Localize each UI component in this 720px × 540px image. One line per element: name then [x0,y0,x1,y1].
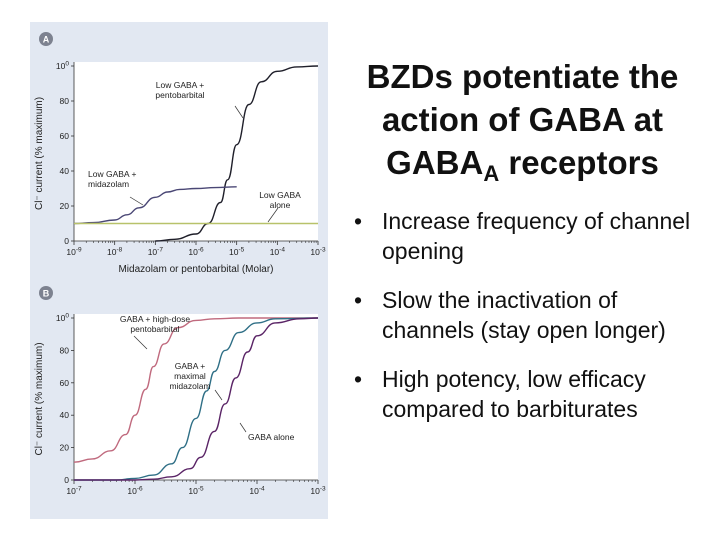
y-tick-label: 40 [60,410,70,420]
x-tick-label: 10-9 [66,247,82,258]
annotation-leader [129,196,144,206]
annotation-line: Low GABA [259,190,301,200]
annotation-line: GABA + [175,361,206,371]
y-tick-label: 20 [60,443,70,453]
panel-badge [39,286,53,300]
figure-panel: A 0 20 40 60 80 100 10-9 10-8 10-7 10-6 10-5 10-4 10-… [30,22,328,519]
x-tick-label: 10-4 [270,247,286,258]
plot-area [74,62,318,241]
annotation-line: GABA alone [248,432,295,442]
y-tick-label: 100 [56,313,69,324]
x-tick-label: 10-7 [66,486,82,497]
bullet-text: Increase frequency of channel opening [382,208,691,264]
bullet-item: • Increase frequency of channel opening [340,206,705,266]
series-annotation: GABA alone [248,432,295,442]
slide-title: BZDs potentiate the action of GABA at GA… [340,55,705,185]
bullet-text: Slow the inactivation of channels (stay … [382,287,666,343]
annotation-line: pentobarbital [155,90,204,100]
series-line [155,65,319,242]
annotation-leader [133,335,148,350]
bullet-item: • Slow the inactivation of channels (sta… [340,285,705,345]
annotation-leader [239,422,247,433]
bullet-icon: • [354,208,363,234]
y-tick-label: 0 [64,236,69,246]
x-tick-label: 10-4 [249,486,265,497]
series-annotation: GABA + high-dose pentobarbital [120,314,190,334]
panel-label: A [43,35,50,45]
bullet-item: • High potency, low efficacy compared to… [340,364,705,424]
title-subscript-a: A [483,161,500,186]
panel-label: B [43,289,50,299]
y-axis-label: Cl⁻ current (% maximum) [34,342,45,455]
x-tick-label: 10-5 [229,247,245,258]
series-annotation: Low GABA + midazolam [88,169,136,189]
plot-area [74,314,318,480]
y-tick-label: 0 [64,475,69,485]
panel-badge [39,32,53,46]
title-gaba: GABA [386,144,484,181]
annotation-line: pentobarbital [130,324,179,334]
annotation-leader [267,207,279,223]
x-tick-label: 10-7 [148,247,164,258]
x-tick-label: 10-5 [188,486,204,497]
dose-response-figure: A 0 20 40 60 80 100 10-9 10-8 10-7 10-6 10-5 10-4 10-… [34,32,326,497]
title-line-3: GABAA receptors [386,144,659,185]
annotation-leader [214,389,223,401]
slide-text: BZDs potentiate the action of GABA at GA… [340,55,705,443]
annotation-line: alone [270,200,291,210]
title-line-1: BZDs potentiate the [366,58,679,95]
bullet-text: High potency, low efficacy compared to b… [382,366,646,422]
annotation-line: midazolam [169,381,210,391]
y-tick-label: 60 [60,131,70,141]
series-annotation: Low GABA alone [259,190,301,210]
x-tick-label: 10-3 [310,486,326,497]
x-tick-label: 10-6 [188,247,204,258]
series-line [73,317,319,481]
series-annotation: GABA + maximal midazolam [169,361,210,391]
annotation-line: Low GABA + [156,80,204,90]
annotation-line: Low GABA + [88,169,136,179]
y-tick-label: 100 [56,61,69,72]
x-axis-label: Midazolam or pentobarbital (Molar) [118,264,273,275]
annotation-leader [234,105,244,119]
y-tick-label: 80 [60,345,70,355]
series-annotation: Low GABA + pentobarbital [155,80,204,100]
bullet-list: • Increase frequency of channel opening … [340,206,705,424]
series-line [73,317,318,463]
bullet-icon: • [354,366,363,392]
title-line-2: action of GABA at [381,101,664,138]
y-tick-label: 60 [60,378,70,388]
annotation-line: maximal [174,371,206,381]
bullet-icon: • [354,287,363,313]
title-receptors: receptors [499,144,659,181]
annotation-line: GABA + high-dose [120,314,190,324]
series-line [73,317,319,481]
y-tick-label: 20 [60,201,70,211]
series-line [73,186,237,225]
x-tick-label: 10-3 [310,247,326,258]
annotation-line: midazolam [88,179,129,189]
y-tick-label: 40 [60,166,70,176]
y-tick-label: 80 [60,96,70,106]
y-axis-label: Cl⁻ current (% maximum) [34,97,45,210]
x-tick-label: 10-8 [107,247,123,258]
x-tick-label: 10-6 [127,486,143,497]
